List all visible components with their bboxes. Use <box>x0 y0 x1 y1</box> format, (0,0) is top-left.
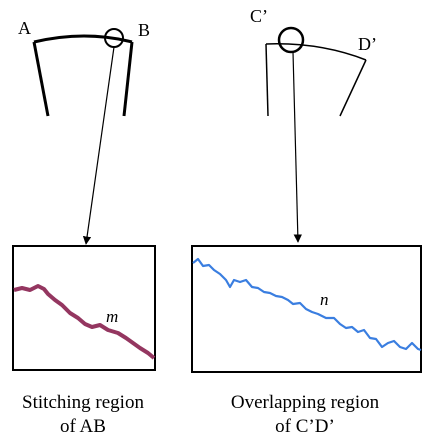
label-c: C’ <box>250 6 268 26</box>
right-leg <box>122 41 134 117</box>
left-figure: A B m Stitching region of AB <box>12 18 156 437</box>
label-d: D’ <box>358 34 377 54</box>
curve-label: m <box>106 307 118 326</box>
arrow <box>292 51 302 243</box>
right-figure: C’ D’ n Overlapping region of C’D’ <box>191 6 422 437</box>
right-leg <box>339 59 367 117</box>
label-b: B <box>138 20 150 40</box>
zoom-box <box>191 245 422 373</box>
arc-cd <box>265 43 367 61</box>
caption-line: Overlapping region <box>231 392 380 413</box>
stitch-curve <box>13 284 156 360</box>
overlap-curve <box>192 257 422 352</box>
caption-line: Stitching region <box>22 392 144 413</box>
arc-ab <box>33 34 133 44</box>
arrow <box>82 46 115 245</box>
label-a: A <box>18 18 31 38</box>
left-leg <box>265 43 269 117</box>
zoom-box <box>12 245 156 371</box>
caption-line: of C’D’ <box>275 416 335 437</box>
caption-line: of AB <box>60 416 106 437</box>
region-circle <box>277 26 305 54</box>
left-leg <box>32 41 50 117</box>
curve-label: n <box>320 290 329 309</box>
